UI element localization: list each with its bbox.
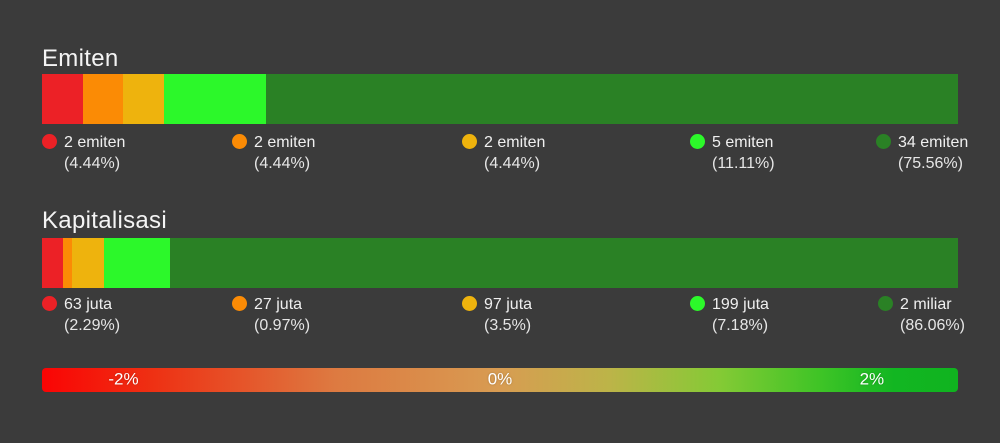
emiten-segment-yellow (123, 74, 165, 124)
emiten-segment-green (164, 74, 266, 124)
kapitalisasi-segment-yellow (71, 238, 104, 288)
legend-dot-darkgreen (878, 296, 893, 311)
legend-dot-yellow (462, 134, 477, 149)
legend-pct: (3.5%) (484, 317, 532, 334)
legend-dot-orange (232, 296, 247, 311)
legend-pct: (2.29%) (64, 317, 121, 334)
legend-label: 97 juta (484, 296, 533, 313)
legend-pct: (86.06%) (900, 317, 965, 334)
kapitalisasi-stacked-bar (42, 238, 958, 288)
legend-pct: (11.11%) (712, 155, 775, 172)
legend-item: 2 emiten (4.44%) (462, 132, 545, 174)
legend-dot-green (690, 296, 705, 311)
legend-item: 199 juta (7.18%) (690, 294, 769, 336)
legend-item: 2 emiten (4.44%) (232, 132, 315, 174)
emiten-segment-darkgreen (265, 74, 958, 124)
legend-label: 63 juta (64, 296, 113, 313)
kapitalisasi-segment-green (103, 238, 170, 288)
legend-item: 2 emiten (4.44%) (42, 132, 125, 174)
legend-pct: (7.18%) (712, 317, 769, 334)
legend-dot-red (42, 134, 57, 149)
legend-pct: (4.44%) (254, 155, 311, 172)
emiten-stacked-bar (42, 74, 958, 124)
emiten-segment-orange (82, 74, 124, 124)
percent-gradient-scale: -2% 0% 2% (42, 368, 958, 392)
legend-label: 199 juta (712, 296, 769, 313)
legend-pct: (4.44%) (484, 155, 541, 172)
legend-item: 63 juta (2.29%) (42, 294, 120, 336)
legend-item: 5 emiten (11.11%) (690, 132, 775, 174)
legend-label: 5 emiten (712, 134, 774, 151)
legend-label: 27 juta (254, 296, 303, 313)
emiten-legend: 2 emiten (4.44%) 2 emiten (4.44%) 2 emit… (0, 132, 1000, 178)
legend-pct: (0.97%) (254, 317, 311, 334)
kapitalisasi-title: Kapitalisasi (42, 207, 167, 234)
kapitalisasi-segment-orange (62, 238, 72, 288)
legend-dot-yellow (462, 296, 477, 311)
kapitalisasi-legend: 63 juta (2.29%) 27 juta (0.97%) 97 juta … (0, 294, 1000, 340)
scale-tick-minus2: -2% (108, 369, 139, 389)
kapitalisasi-segment-darkgreen (169, 238, 958, 288)
emiten-segment-red (42, 74, 83, 124)
legend-pct: (4.44%) (64, 155, 121, 172)
legend-item: 34 emiten (75.56%) (876, 132, 968, 174)
legend-dot-darkgreen (876, 134, 891, 149)
legend-dot-red (42, 296, 57, 311)
legend-item: 97 juta (3.5%) (462, 294, 532, 336)
legend-dot-orange (232, 134, 247, 149)
legend-label: 2 emiten (484, 134, 546, 151)
legend-item: 27 juta (0.97%) (232, 294, 310, 336)
scale-tick-zero: 0% (487, 369, 513, 389)
legend-item: 2 miliar (86.06%) (878, 294, 965, 336)
legend-label: 2 emiten (64, 134, 126, 151)
emiten-title: Emiten (42, 45, 119, 72)
legend-pct: (75.56%) (898, 155, 963, 172)
legend-dot-green (690, 134, 705, 149)
legend-label: 2 emiten (254, 134, 316, 151)
scale-tick-plus2: 2% (859, 369, 885, 389)
kapitalisasi-segment-red (42, 238, 63, 288)
legend-label: 34 emiten (898, 134, 969, 151)
legend-label: 2 miliar (900, 296, 952, 313)
